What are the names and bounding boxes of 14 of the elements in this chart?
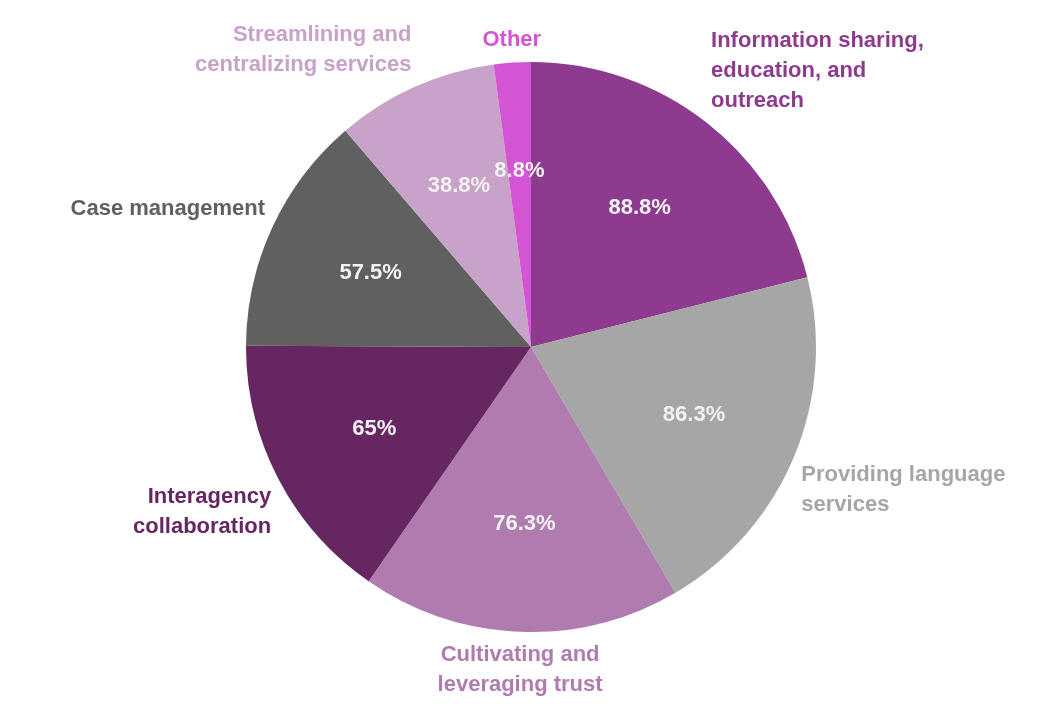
data-label: 76.3%: [493, 509, 556, 535]
slice-label: Cultivating and leveraging trust: [437, 640, 604, 696]
slice-label: Information sharing, education, and outreach: [711, 26, 924, 112]
data-label: 38.8%: [427, 171, 491, 197]
slice-label: Streamlining and centralizing services: [194, 20, 412, 76]
data-label: 86.3%: [662, 401, 726, 427]
data-label: 88.8%: [608, 193, 671, 219]
slice-label: Providing language services: [801, 461, 1006, 517]
slice-label: Other: [482, 25, 542, 51]
data-label: 65%: [352, 414, 397, 440]
data-label: 8.8%: [494, 156, 545, 182]
data-label: 57.5%: [339, 258, 402, 284]
slice-label: Case management: [70, 195, 266, 221]
slice-label: Interagency collaboration: [133, 483, 272, 539]
